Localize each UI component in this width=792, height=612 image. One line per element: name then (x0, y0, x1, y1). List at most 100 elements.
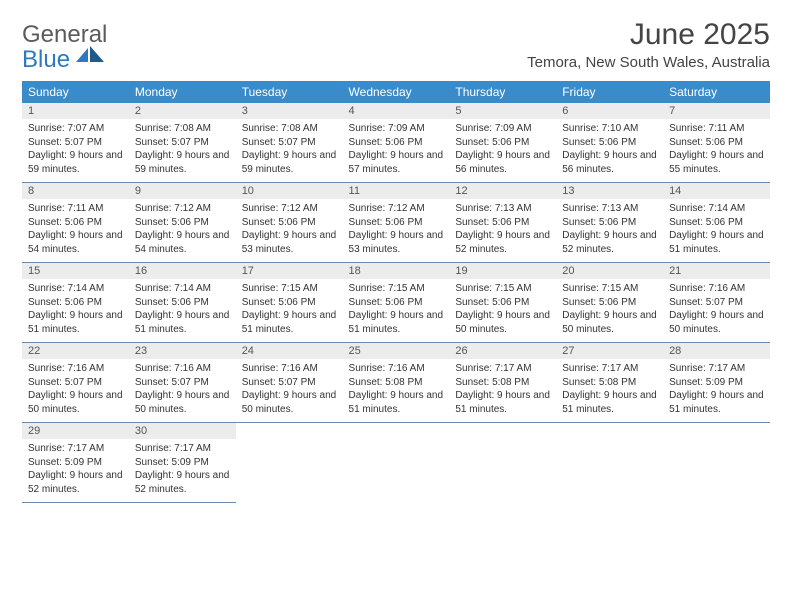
calendar-day-cell: 5Sunrise: 7:09 AMSunset: 5:06 PMDaylight… (449, 103, 556, 183)
day-number: 25 (343, 343, 450, 359)
day-content: Sunrise: 7:09 AMSunset: 5:06 PMDaylight:… (343, 119, 450, 182)
calendar-day-cell: 3Sunrise: 7:08 AMSunset: 5:07 PMDaylight… (236, 103, 343, 183)
day-number: 8 (22, 183, 129, 199)
day-content: Sunrise: 7:17 AMSunset: 5:09 PMDaylight:… (663, 359, 770, 422)
calendar-day-cell: 11Sunrise: 7:12 AMSunset: 5:06 PMDayligh… (343, 183, 450, 263)
calendar-day-cell: 1Sunrise: 7:07 AMSunset: 5:07 PMDaylight… (22, 103, 129, 183)
day-number: 27 (556, 343, 663, 359)
day-content: Sunrise: 7:17 AMSunset: 5:08 PMDaylight:… (556, 359, 663, 422)
day-number: 23 (129, 343, 236, 359)
day-content: Sunrise: 7:11 AMSunset: 5:06 PMDaylight:… (663, 119, 770, 182)
day-content: Sunrise: 7:12 AMSunset: 5:06 PMDaylight:… (129, 199, 236, 262)
calendar-empty-cell (236, 423, 343, 503)
day-of-week-header: Friday (556, 81, 663, 103)
calendar-day-cell: 18Sunrise: 7:15 AMSunset: 5:06 PMDayligh… (343, 263, 450, 343)
day-content: Sunrise: 7:14 AMSunset: 5:06 PMDaylight:… (22, 279, 129, 342)
logo-line2: Blue (22, 49, 70, 71)
day-content: Sunrise: 7:17 AMSunset: 5:09 PMDaylight:… (129, 439, 236, 502)
day-content: Sunrise: 7:14 AMSunset: 5:06 PMDaylight:… (663, 199, 770, 262)
day-number: 24 (236, 343, 343, 359)
logo: General Blue (22, 18, 107, 71)
day-content: Sunrise: 7:16 AMSunset: 5:07 PMDaylight:… (236, 359, 343, 422)
calendar-day-cell: 26Sunrise: 7:17 AMSunset: 5:08 PMDayligh… (449, 343, 556, 423)
page-header: General Blue June 2025 Temora, New South… (22, 18, 770, 71)
day-number: 20 (556, 263, 663, 279)
logo-line1: General (22, 24, 107, 46)
day-number: 2 (129, 103, 236, 119)
day-content: Sunrise: 7:15 AMSunset: 5:06 PMDaylight:… (236, 279, 343, 342)
day-number: 5 (449, 103, 556, 119)
day-number: 29 (22, 423, 129, 439)
day-number: 13 (556, 183, 663, 199)
day-content: Sunrise: 7:17 AMSunset: 5:08 PMDaylight:… (449, 359, 556, 422)
day-content: Sunrise: 7:12 AMSunset: 5:06 PMDaylight:… (236, 199, 343, 262)
calendar-day-cell: 16Sunrise: 7:14 AMSunset: 5:06 PMDayligh… (129, 263, 236, 343)
day-content: Sunrise: 7:13 AMSunset: 5:06 PMDaylight:… (556, 199, 663, 262)
calendar-day-cell: 6Sunrise: 7:10 AMSunset: 5:06 PMDaylight… (556, 103, 663, 183)
day-number: 1 (22, 103, 129, 119)
day-number: 11 (343, 183, 450, 199)
calendar-day-cell: 29Sunrise: 7:17 AMSunset: 5:09 PMDayligh… (22, 423, 129, 503)
day-number: 22 (22, 343, 129, 359)
calendar-header-row: SundayMondayTuesdayWednesdayThursdayFrid… (22, 81, 770, 103)
day-content: Sunrise: 7:14 AMSunset: 5:06 PMDaylight:… (129, 279, 236, 342)
calendar-day-cell: 8Sunrise: 7:11 AMSunset: 5:06 PMDaylight… (22, 183, 129, 263)
day-number: 16 (129, 263, 236, 279)
day-number: 6 (556, 103, 663, 119)
calendar-day-cell: 9Sunrise: 7:12 AMSunset: 5:06 PMDaylight… (129, 183, 236, 263)
day-content: Sunrise: 7:08 AMSunset: 5:07 PMDaylight:… (236, 119, 343, 182)
day-content: Sunrise: 7:16 AMSunset: 5:07 PMDaylight:… (22, 359, 129, 422)
calendar-day-cell: 19Sunrise: 7:15 AMSunset: 5:06 PMDayligh… (449, 263, 556, 343)
calendar-day-cell: 14Sunrise: 7:14 AMSunset: 5:06 PMDayligh… (663, 183, 770, 263)
calendar-week-row: 15Sunrise: 7:14 AMSunset: 5:06 PMDayligh… (22, 263, 770, 343)
calendar-week-row: 22Sunrise: 7:16 AMSunset: 5:07 PMDayligh… (22, 343, 770, 423)
calendar-empty-cell (343, 423, 450, 503)
day-number: 15 (22, 263, 129, 279)
day-number: 4 (343, 103, 450, 119)
calendar-day-cell: 10Sunrise: 7:12 AMSunset: 5:06 PMDayligh… (236, 183, 343, 263)
day-content: Sunrise: 7:07 AMSunset: 5:07 PMDaylight:… (22, 119, 129, 182)
location-text: Temora, New South Wales, Australia (527, 54, 770, 71)
day-content: Sunrise: 7:08 AMSunset: 5:07 PMDaylight:… (129, 119, 236, 182)
calendar-day-cell: 7Sunrise: 7:11 AMSunset: 5:06 PMDaylight… (663, 103, 770, 183)
day-number: 3 (236, 103, 343, 119)
calendar-week-row: 1Sunrise: 7:07 AMSunset: 5:07 PMDaylight… (22, 103, 770, 183)
calendar-week-row: 8Sunrise: 7:11 AMSunset: 5:06 PMDaylight… (22, 183, 770, 263)
calendar-day-cell: 4Sunrise: 7:09 AMSunset: 5:06 PMDaylight… (343, 103, 450, 183)
calendar-day-cell: 13Sunrise: 7:13 AMSunset: 5:06 PMDayligh… (556, 183, 663, 263)
day-number: 18 (343, 263, 450, 279)
day-number: 10 (236, 183, 343, 199)
day-content: Sunrise: 7:15 AMSunset: 5:06 PMDaylight:… (343, 279, 450, 342)
day-of-week-header: Wednesday (343, 81, 450, 103)
day-content: Sunrise: 7:16 AMSunset: 5:08 PMDaylight:… (343, 359, 450, 422)
day-number: 26 (449, 343, 556, 359)
day-number: 9 (129, 183, 236, 199)
day-content: Sunrise: 7:16 AMSunset: 5:07 PMDaylight:… (129, 359, 236, 422)
calendar-empty-cell (449, 423, 556, 503)
day-content: Sunrise: 7:16 AMSunset: 5:07 PMDaylight:… (663, 279, 770, 342)
day-content: Sunrise: 7:13 AMSunset: 5:06 PMDaylight:… (449, 199, 556, 262)
day-number: 7 (663, 103, 770, 119)
day-of-week-header: Tuesday (236, 81, 343, 103)
day-number: 19 (449, 263, 556, 279)
title-block: June 2025 Temora, New South Wales, Austr… (527, 18, 770, 71)
logo-sail-icon (76, 46, 104, 67)
day-number: 28 (663, 343, 770, 359)
day-content: Sunrise: 7:15 AMSunset: 5:06 PMDaylight:… (556, 279, 663, 342)
calendar-body: 1Sunrise: 7:07 AMSunset: 5:07 PMDaylight… (22, 103, 770, 503)
calendar-day-cell: 28Sunrise: 7:17 AMSunset: 5:09 PMDayligh… (663, 343, 770, 423)
day-of-week-header: Monday (129, 81, 236, 103)
day-of-week-header: Sunday (22, 81, 129, 103)
day-number: 30 (129, 423, 236, 439)
calendar-day-cell: 21Sunrise: 7:16 AMSunset: 5:07 PMDayligh… (663, 263, 770, 343)
day-content: Sunrise: 7:17 AMSunset: 5:09 PMDaylight:… (22, 439, 129, 502)
day-number: 21 (663, 263, 770, 279)
day-content: Sunrise: 7:15 AMSunset: 5:06 PMDaylight:… (449, 279, 556, 342)
calendar-day-cell: 12Sunrise: 7:13 AMSunset: 5:06 PMDayligh… (449, 183, 556, 263)
calendar-day-cell: 23Sunrise: 7:16 AMSunset: 5:07 PMDayligh… (129, 343, 236, 423)
calendar-empty-cell (556, 423, 663, 503)
calendar-day-cell: 15Sunrise: 7:14 AMSunset: 5:06 PMDayligh… (22, 263, 129, 343)
calendar-day-cell: 17Sunrise: 7:15 AMSunset: 5:06 PMDayligh… (236, 263, 343, 343)
calendar-empty-cell (663, 423, 770, 503)
day-content: Sunrise: 7:12 AMSunset: 5:06 PMDaylight:… (343, 199, 450, 262)
